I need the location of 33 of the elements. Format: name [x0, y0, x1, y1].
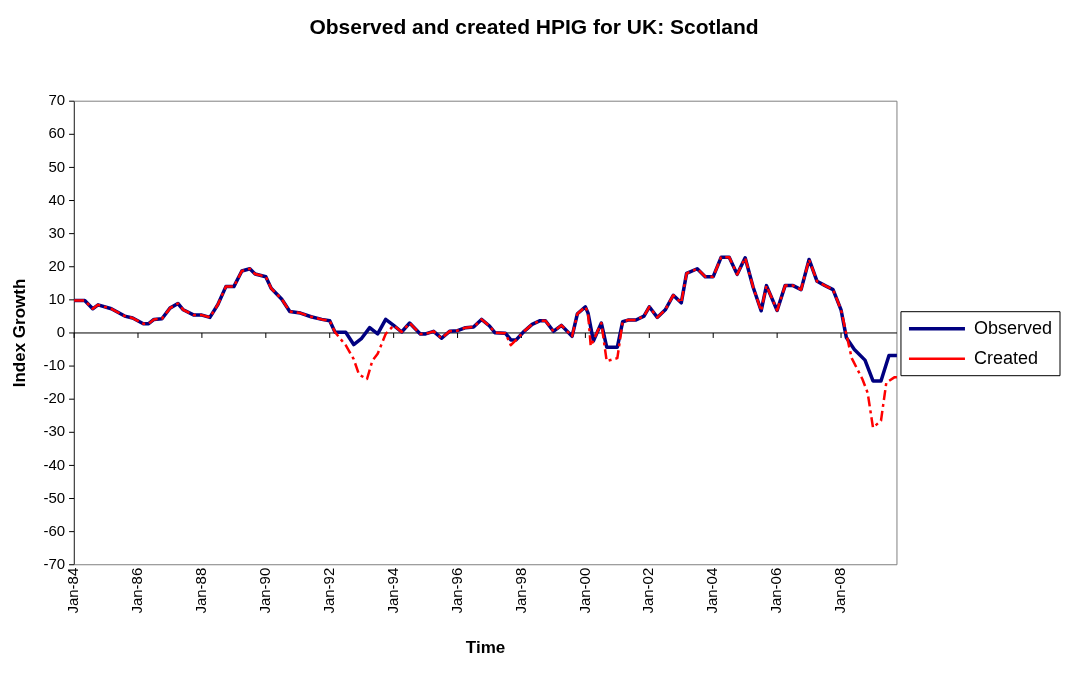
y-tick-label: 0 [56, 323, 66, 341]
x-tick-label: Jan-02 [639, 567, 657, 614]
legend-label: Created [973, 347, 1039, 368]
y-axis-title: Index Growth [9, 278, 29, 388]
y-tick-label: 30 [48, 223, 66, 241]
y-tick-label: -30 [43, 422, 66, 440]
x-tick-label: Jan-84 [64, 567, 82, 614]
y-tick-label: -70 [43, 554, 66, 572]
x-tick-label: Jan-00 [575, 567, 593, 614]
x-tick-label: Jan-90 [255, 567, 273, 614]
legend-label: Observed [973, 317, 1053, 338]
x-tick-label: Jan-08 [831, 567, 849, 614]
chart-title: Observed and created HPIG for UK: Scotland [309, 15, 759, 39]
y-tick-label: -50 [43, 488, 66, 506]
x-tick-label: Jan-96 [447, 567, 465, 614]
x-tick-label: Jan-88 [192, 567, 210, 614]
x-tick-label: Jan-92 [319, 567, 337, 614]
y-tick-label: -20 [43, 389, 66, 407]
y-tick-label: 70 [48, 91, 66, 109]
y-tick-label: 20 [48, 256, 66, 274]
y-tick-label: 50 [48, 157, 66, 175]
y-tick-label: -10 [43, 356, 66, 374]
y-tick-label: -40 [43, 455, 66, 473]
y-tick-label: -60 [43, 521, 66, 539]
x-axis-title: Time [465, 638, 506, 658]
x-tick-label: Jan-86 [128, 567, 146, 614]
y-tick-label: 10 [48, 290, 66, 307]
y-tick-label: 40 [48, 190, 66, 208]
y-tick-label: 60 [48, 124, 66, 142]
x-tick-label: Jan-94 [383, 567, 401, 614]
x-tick-label: Jan-04 [703, 567, 721, 614]
x-tick-label: Jan-98 [511, 567, 529, 614]
x-tick-label: Jan-06 [767, 567, 785, 614]
